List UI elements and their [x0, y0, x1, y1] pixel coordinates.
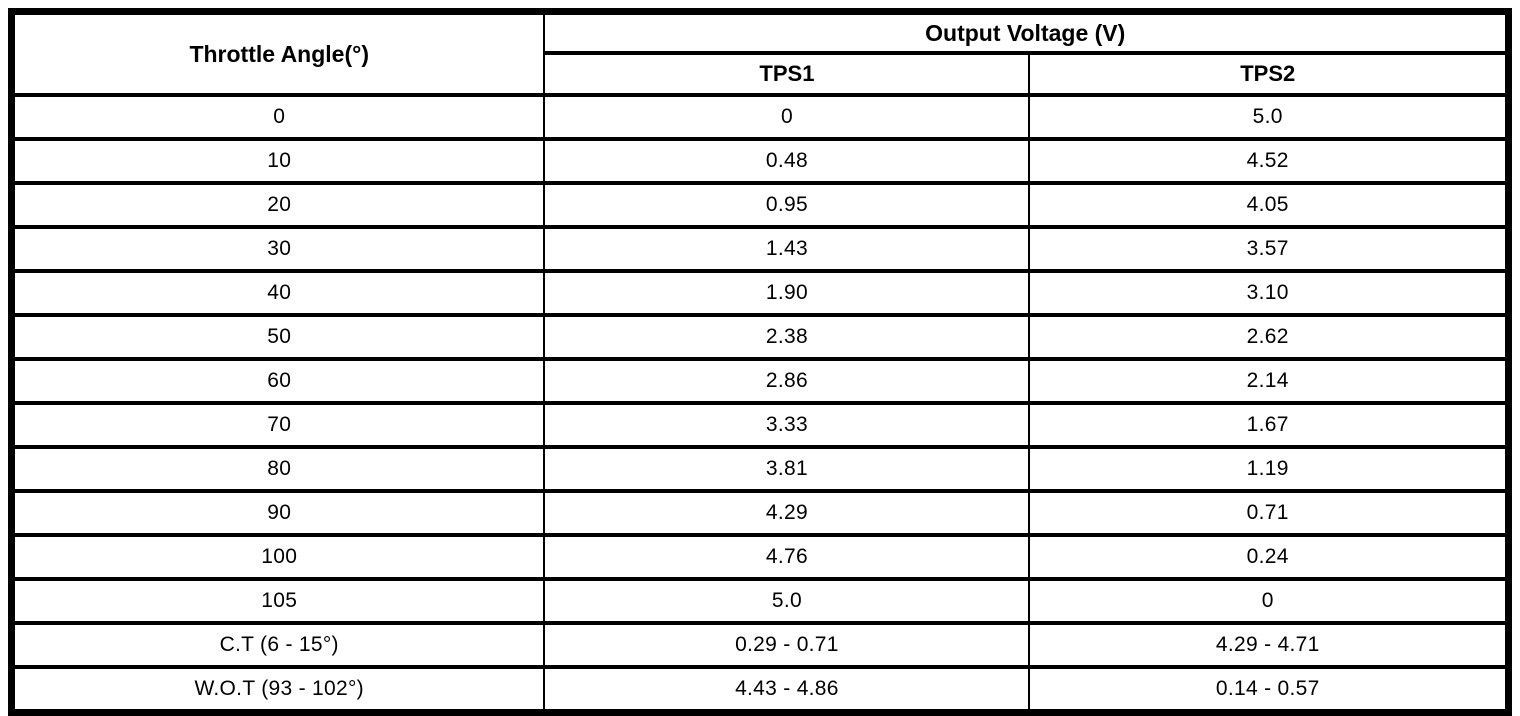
output-voltage-header: Output Voltage (V) [543, 9, 1510, 55]
tps2-cell: 4.05 [1028, 181, 1510, 229]
tps1-cell: 5.0 [543, 577, 1031, 625]
header-row-group: Throttle Angle(°) Output Voltage (V) [10, 9, 1510, 97]
angle-cell: 70 [10, 401, 546, 449]
angle-cell: 40 [10, 269, 546, 317]
table-row: 70 3.33 1.67 [10, 401, 1510, 449]
table-row: 60 2.86 2.14 [10, 357, 1510, 405]
tps1-cell: 2.38 [543, 313, 1031, 361]
tps2-cell: 3.10 [1028, 269, 1510, 317]
tps2-cell: 4.52 [1028, 137, 1510, 185]
tps2-cell: 5.0 [1028, 93, 1510, 141]
tps2-cell: 2.62 [1028, 313, 1510, 361]
table-row: 30 1.43 3.57 [10, 225, 1510, 273]
tps1-cell: 3.33 [543, 401, 1031, 449]
table-row: 0 0 5.0 [10, 93, 1510, 141]
tps1-cell: 0.29 - 0.71 [543, 621, 1031, 669]
angle-cell: 105 [10, 577, 546, 625]
angle-cell: 90 [10, 489, 546, 537]
table-row: 90 4.29 0.71 [10, 489, 1510, 537]
tps2-cell: 0 [1028, 577, 1510, 625]
document-page: Throttle Angle(°) Output Voltage (V) TPS… [8, 8, 1512, 716]
table-row: 50 2.38 2.62 [10, 313, 1510, 361]
angle-cell: 100 [10, 533, 546, 581]
table-row: 80 3.81 1.19 [10, 445, 1510, 493]
tps2-cell: 1.19 [1028, 445, 1510, 493]
tps2-header: TPS2 [1028, 51, 1510, 97]
tps2-cell: 0.71 [1028, 489, 1510, 537]
tps2-cell: 2.14 [1028, 357, 1510, 405]
angle-cell: 60 [10, 357, 546, 405]
table-row: 100 4.76 0.24 [10, 533, 1510, 581]
angle-cell: 10 [10, 137, 546, 185]
tps2-cell: 4.29 - 4.71 [1028, 621, 1510, 669]
table-row: 20 0.95 4.05 [10, 181, 1510, 229]
throttle-angle-header: Throttle Angle(°) [10, 9, 546, 97]
angle-cell: C.T (6 - 15°) [10, 621, 546, 669]
tps1-cell: 0.48 [543, 137, 1031, 185]
tps1-cell: 0 [543, 93, 1031, 141]
angle-cell: 80 [10, 445, 546, 493]
table-row: 40 1.90 3.10 [10, 269, 1510, 317]
table-row: 105 5.0 0 [10, 577, 1510, 625]
angle-cell: 20 [10, 181, 546, 229]
header-row-sub: TPS1 TPS2 [12, 51, 1510, 97]
tps2-cell: 1.67 [1028, 401, 1510, 449]
tps1-cell: 1.90 [543, 269, 1031, 317]
tps2-cell: 0.24 [1028, 533, 1510, 581]
table-row-closed-throttle: C.T (6 - 15°) 0.29 - 0.71 4.29 - 4.71 [10, 621, 1510, 669]
tps-voltage-table: Throttle Angle(°) Output Voltage (V) TPS… [8, 8, 1512, 716]
tps1-cell: 1.43 [543, 225, 1031, 273]
angle-cell: 0 [10, 93, 546, 141]
tps1-cell: 4.29 [543, 489, 1031, 537]
tps1-cell: 4.76 [543, 533, 1031, 581]
angle-cell: 50 [10, 313, 546, 361]
tps1-cell: 2.86 [543, 357, 1031, 405]
tps2-cell: 3.57 [1028, 225, 1510, 273]
tps1-cell: 3.81 [543, 445, 1031, 493]
table-row: 10 0.48 4.52 [10, 137, 1510, 185]
angle-cell: 30 [10, 225, 546, 273]
tps1-cell: 0.95 [543, 181, 1031, 229]
tps1-header: TPS1 [543, 51, 1031, 97]
